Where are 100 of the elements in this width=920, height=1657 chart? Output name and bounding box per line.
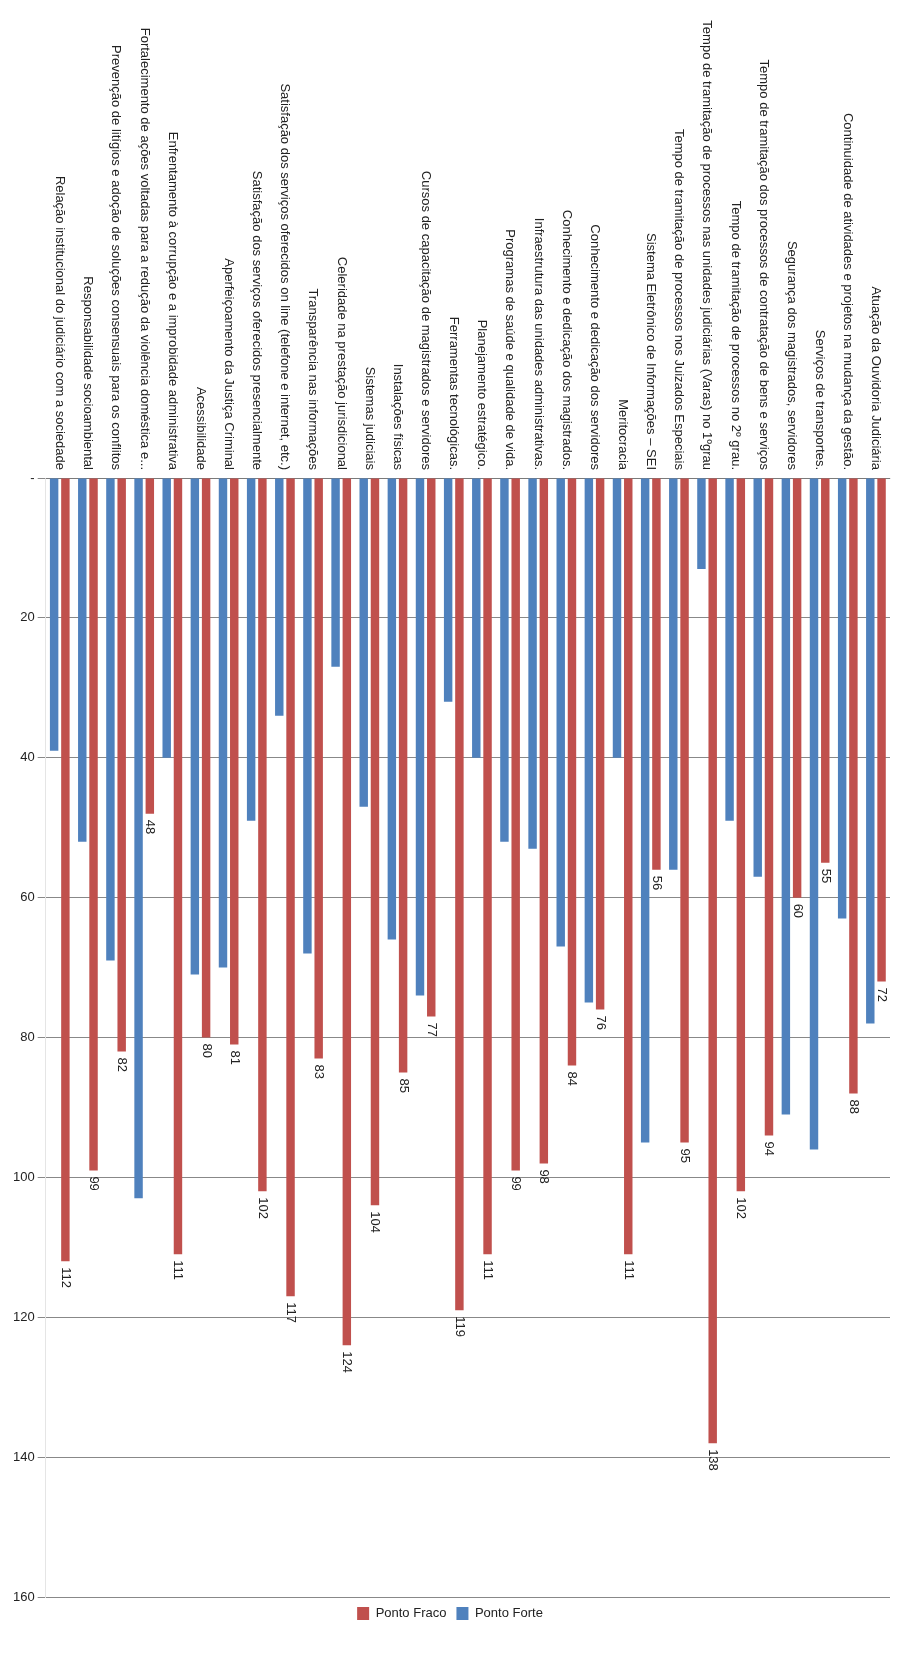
x-tick-label: Sistema Eletrônico de Informações – SEI	[644, 232, 660, 470]
bar	[275, 478, 284, 716]
data-label: 111	[621, 1260, 637, 1281]
y-tick-label: 80	[20, 1029, 35, 1045]
bar	[725, 478, 734, 821]
data-label: 102	[734, 1197, 750, 1220]
x-tick-label: Tempo de tramitação dos processos de contratação de bens e serviços	[756, 59, 772, 471]
bar	[624, 478, 633, 1255]
x-tick-label: Continuidade de atividades e projetos na mudança da gestão.	[841, 112, 857, 470]
bar	[612, 478, 622, 758]
bar	[781, 478, 791, 1115]
y-tick-label: 60	[20, 889, 35, 905]
bar	[849, 478, 858, 1094]
x-tick-label: Conhecimento e dedicação dos servidores	[587, 224, 603, 471]
x-tick-label: Relação institucional do judiciário com a sociedade	[53, 175, 69, 470]
bar	[595, 478, 605, 1010]
legend-label: Ponto Fraco	[375, 1605, 447, 1621]
y-tick-label: 40	[20, 749, 35, 765]
bar	[584, 478, 594, 1003]
bar	[764, 478, 774, 1136]
bar	[190, 478, 200, 975]
x-tick-label: Aperfeiçoamento da Justiça Criminal	[222, 258, 238, 471]
bar	[708, 478, 717, 1444]
bar	[398, 478, 408, 1073]
legend-label: Ponto Forte	[474, 1605, 543, 1621]
x-tick-label: Ferramentas tecnológicas.	[447, 316, 463, 470]
bar	[61, 478, 70, 1262]
bar	[455, 478, 464, 1311]
bar	[145, 478, 155, 814]
x-tick-label: Acessibilidade	[193, 386, 209, 470]
bar	[821, 478, 830, 863]
bar	[314, 478, 323, 1059]
bar	[201, 478, 211, 1038]
y-tick-label: 160	[12, 1588, 35, 1604]
bar	[258, 478, 267, 1192]
x-tick-label: Meritocracia	[616, 399, 632, 471]
data-label: 72	[874, 987, 890, 1003]
bar	[567, 478, 577, 1066]
y-tick-label: 140	[12, 1448, 35, 1464]
data-label: 112	[58, 1267, 74, 1289]
data-label: 84	[565, 1071, 581, 1086]
bar	[134, 478, 143, 1199]
bar	[387, 478, 397, 940]
data-label: 117	[283, 1302, 299, 1323]
bar	[680, 478, 689, 1143]
bar	[117, 478, 126, 1052]
x-tick-label: Serviços de transportes.	[813, 329, 829, 470]
bar	[837, 478, 847, 919]
x-tick-label: Fortalecimento de ações voltadas para a redução da violência doméstica e...	[137, 27, 153, 470]
x-tick-label: Cursos de capacitação de magistrados e servidores	[419, 170, 435, 471]
bar	[809, 478, 819, 1150]
data-label: 102	[255, 1197, 271, 1220]
bar	[78, 478, 87, 842]
bar	[331, 478, 340, 667]
bar	[427, 478, 436, 1017]
data-label: 82	[115, 1057, 131, 1072]
data-label: 99	[86, 1176, 102, 1191]
bar	[697, 478, 706, 569]
data-label: 98	[537, 1169, 553, 1184]
data-label: 94	[762, 1141, 778, 1156]
x-tick-label: Instalações físicas	[390, 363, 406, 471]
bar	[303, 478, 312, 954]
x-tick-label: Tempo de tramitação de processos nos Juizados Especiais	[672, 128, 688, 471]
data-label: 111	[480, 1260, 496, 1281]
x-tick-label: Prevenção de litígios e adoção de soluções consensuais para os conflitos	[109, 45, 125, 471]
x-tick-label: Segurança dos magistrados, servidores	[784, 240, 800, 471]
bar	[106, 478, 115, 961]
data-label: 80	[199, 1043, 215, 1058]
bar	[218, 478, 228, 968]
bar	[539, 478, 549, 1164]
x-tick-label: Tempo de tramitação de processos no 2º grau.	[728, 200, 744, 470]
data-label: 81	[227, 1050, 243, 1065]
bar	[528, 478, 537, 849]
bar	[89, 478, 98, 1171]
bar	[640, 478, 650, 1143]
data-label: 99	[509, 1176, 525, 1191]
bar	[652, 478, 661, 870]
bar	[500, 478, 509, 842]
y-tick-label: 100	[12, 1168, 35, 1184]
bar	[415, 478, 425, 996]
data-label: 56	[649, 875, 665, 891]
bar	[753, 478, 762, 877]
x-tick-label: Sistemas judiciais	[362, 366, 378, 471]
data-label: 111	[171, 1260, 187, 1281]
bar	[370, 478, 380, 1206]
bar	[342, 478, 352, 1346]
bar	[49, 478, 59, 751]
bar	[866, 478, 875, 1024]
y-tick-label: 20	[20, 609, 35, 625]
y-tick-label: -	[30, 469, 35, 485]
y-tick-label: 120	[12, 1308, 35, 1324]
bar	[246, 478, 256, 821]
bar	[230, 478, 239, 1045]
x-tick-label: Infraestrutura das unidades administrativas.	[531, 217, 547, 470]
data-label: 85	[396, 1078, 412, 1093]
data-label: 104	[368, 1211, 384, 1234]
bar	[173, 478, 183, 1255]
data-label: 76	[593, 1015, 609, 1030]
data-label: 124	[340, 1351, 356, 1373]
bar	[472, 478, 481, 758]
